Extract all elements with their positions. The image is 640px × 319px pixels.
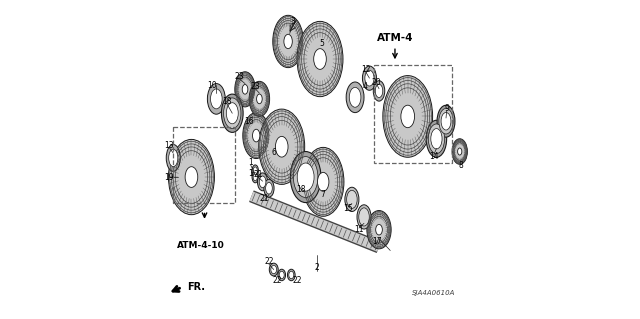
Ellipse shape [227, 103, 238, 124]
Text: 20: 20 [372, 78, 381, 87]
Text: 3: 3 [291, 17, 295, 26]
Text: 17: 17 [372, 237, 381, 246]
Ellipse shape [223, 98, 241, 129]
Ellipse shape [431, 129, 442, 149]
Text: FR.: FR. [188, 282, 205, 292]
Ellipse shape [259, 109, 305, 184]
Ellipse shape [169, 149, 178, 167]
Ellipse shape [279, 271, 284, 279]
Ellipse shape [373, 81, 385, 101]
Ellipse shape [437, 105, 455, 137]
Ellipse shape [401, 105, 415, 128]
Ellipse shape [253, 173, 257, 181]
Ellipse shape [269, 263, 278, 276]
Ellipse shape [284, 34, 292, 49]
Text: 13: 13 [164, 141, 174, 150]
Ellipse shape [275, 137, 288, 157]
Text: 1: 1 [248, 158, 253, 167]
Ellipse shape [347, 190, 357, 209]
Ellipse shape [278, 269, 285, 281]
Ellipse shape [259, 176, 266, 188]
Text: ATM-4: ATM-4 [377, 33, 413, 43]
Ellipse shape [349, 87, 361, 107]
Text: 1: 1 [248, 169, 253, 178]
Text: 4: 4 [363, 82, 368, 91]
Text: 2: 2 [314, 263, 319, 272]
Ellipse shape [249, 81, 269, 116]
Ellipse shape [243, 113, 269, 159]
Ellipse shape [252, 171, 259, 183]
Ellipse shape [235, 72, 255, 107]
Ellipse shape [242, 85, 248, 94]
Text: 9: 9 [444, 104, 449, 113]
Ellipse shape [357, 205, 371, 229]
Ellipse shape [168, 139, 214, 215]
Ellipse shape [452, 139, 467, 164]
Text: 11: 11 [354, 225, 364, 234]
Text: 12: 12 [361, 65, 371, 74]
Ellipse shape [428, 124, 445, 153]
Ellipse shape [185, 167, 198, 187]
Ellipse shape [264, 179, 274, 197]
Text: 6: 6 [271, 148, 276, 157]
Text: 10: 10 [207, 81, 217, 90]
Ellipse shape [303, 147, 344, 216]
Ellipse shape [257, 94, 262, 104]
Ellipse shape [297, 21, 343, 97]
Ellipse shape [383, 76, 433, 157]
Ellipse shape [359, 208, 369, 226]
Ellipse shape [287, 269, 295, 281]
Text: 5: 5 [319, 39, 324, 48]
Ellipse shape [297, 163, 314, 191]
Ellipse shape [375, 84, 383, 98]
Ellipse shape [314, 49, 326, 69]
Text: 22: 22 [273, 276, 282, 285]
Text: SJA4A0610A: SJA4A0610A [412, 291, 455, 296]
Text: 8: 8 [459, 161, 463, 170]
Ellipse shape [166, 145, 180, 171]
Text: 23: 23 [235, 72, 244, 81]
Ellipse shape [253, 167, 257, 174]
Ellipse shape [426, 120, 447, 157]
Ellipse shape [458, 148, 462, 155]
Ellipse shape [317, 172, 329, 191]
Ellipse shape [362, 66, 376, 90]
Ellipse shape [376, 225, 382, 235]
Ellipse shape [257, 173, 268, 191]
Ellipse shape [211, 89, 222, 109]
Text: 21: 21 [260, 194, 269, 203]
Text: 7: 7 [321, 190, 326, 199]
Ellipse shape [273, 15, 303, 68]
Ellipse shape [291, 152, 321, 203]
Text: 18: 18 [296, 185, 306, 194]
Text: ATM-4-10: ATM-4-10 [177, 241, 224, 250]
Text: 23: 23 [250, 82, 260, 91]
Ellipse shape [289, 271, 294, 279]
Ellipse shape [439, 108, 453, 134]
Ellipse shape [253, 129, 260, 142]
Ellipse shape [293, 157, 318, 197]
Ellipse shape [367, 211, 391, 249]
Ellipse shape [271, 265, 276, 274]
Ellipse shape [221, 94, 243, 132]
Ellipse shape [441, 113, 451, 130]
Ellipse shape [266, 182, 272, 194]
Ellipse shape [346, 82, 364, 113]
Text: 22: 22 [264, 257, 274, 266]
Text: 16: 16 [244, 117, 253, 126]
Text: 15: 15 [343, 204, 353, 213]
Ellipse shape [207, 84, 225, 114]
Ellipse shape [365, 70, 374, 86]
Ellipse shape [252, 165, 259, 176]
Text: 22: 22 [292, 276, 302, 285]
Text: 19: 19 [164, 173, 174, 182]
Ellipse shape [345, 187, 359, 211]
Text: 14: 14 [429, 152, 438, 161]
Text: 18: 18 [222, 97, 232, 106]
Text: 21: 21 [253, 170, 263, 179]
